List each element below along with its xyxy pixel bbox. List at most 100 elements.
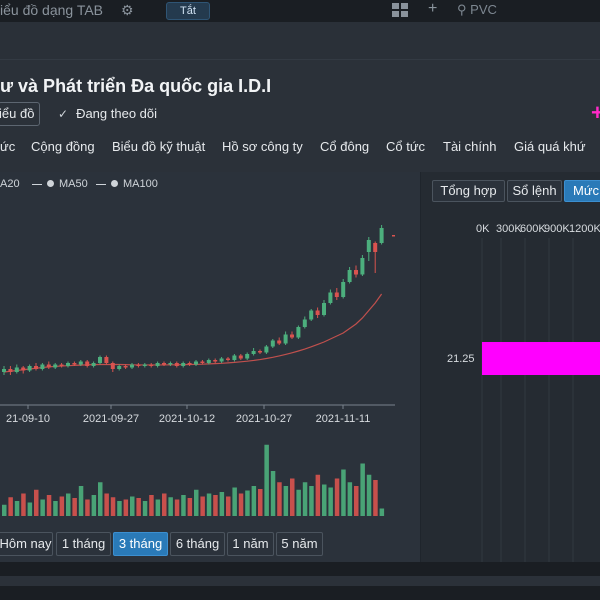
depth-x-label: 1200K [569,223,600,235]
candle-body [213,360,218,362]
candle-body [59,364,64,366]
volume-bar [347,482,353,516]
candle-body [354,270,358,275]
candle-body [136,364,141,366]
volume-bar [162,493,167,516]
legend-ma20: A20 [0,178,20,190]
volume-bar [40,499,45,516]
candle-body [91,363,96,366]
volume-bar [213,495,218,516]
add-watchlist-icon[interactable]: + [591,100,600,125]
toggle-off-button[interactable]: Tắt [166,2,210,20]
legend-dot-icon [47,180,54,188]
candle-body [232,355,237,360]
candle-body [200,361,205,363]
volume-bar [91,495,97,516]
search-input[interactable]: ⚲ PVC [457,2,600,20]
volume-bar [354,486,359,516]
candle-body [78,361,83,365]
candle-body [187,363,192,365]
volume-bar [78,486,84,516]
tab-dividends[interactable]: Cổ tức [386,139,426,154]
volume-bar [104,493,109,516]
tab-order-book[interactable]: Sổ lệnh [507,180,562,202]
add-icon[interactable]: + [428,0,438,17]
candle-body [46,364,51,368]
chart-button[interactable]: iểu đồ [0,102,40,126]
candle-body [373,243,378,252]
chart-tab-mode-label[interactable]: iểu đồ dạng TAB [0,2,104,18]
follow-toggle[interactable]: ✓ Đang theo dõi [58,106,157,121]
depth-x-label: 600K [520,223,546,235]
volume-bar [360,463,365,516]
gear-icon[interactable]: ⚙ [121,2,134,18]
volume-bar [2,504,7,516]
x-tick-label: 2021-09-27 [83,413,139,425]
candle-body [290,334,294,338]
candle-body [347,270,352,282]
x-tick-label: 21-09-10 [6,413,50,425]
volume-bar [232,487,237,516]
grid-icon[interactable] [392,3,408,17]
candle-body [322,303,326,315]
candle-body [27,366,32,371]
candle-body [296,327,301,338]
candle-body [130,364,134,368]
candle-body [142,364,147,366]
candle-body [238,355,243,359]
candle-body [251,351,256,354]
volume-bar [142,501,148,516]
candle-body [155,363,160,366]
tab-dividends-partial[interactable]: ức [0,139,16,154]
candle-body [149,364,154,366]
candle-body [264,346,269,353]
volume-bar [366,474,372,516]
check-icon: ✓ [58,107,69,121]
follow-label: Đang theo dõi [76,106,158,121]
candle-body [328,292,333,303]
volume-bar [309,486,314,516]
depth-x-label: 900K [544,223,570,235]
candle-body [360,258,365,275]
volume-bar [168,497,173,516]
volume-bar [46,495,52,516]
volume-bar [379,508,385,516]
period-today[interactable]: Hôm nay [0,532,53,556]
candle-body [270,340,275,347]
candle-body [194,361,198,365]
candle-body [66,363,70,366]
x-tick-label: 2021-10-12 [159,413,215,425]
volume-bar [283,486,289,516]
depth-bar [482,342,600,375]
tab-summary[interactable]: Tổng hợp [432,180,505,202]
volume-bar [373,480,378,516]
tab-community[interactable]: Cộng đồng [31,139,95,154]
period-5y[interactable]: 5 năm [276,532,323,556]
tab-financials[interactable]: Tài chính [443,139,497,154]
volume-bar [85,499,90,516]
candle-body [277,340,282,344]
candle-body [366,240,371,252]
volume-bar [123,499,129,516]
company-header [0,60,600,172]
period-6m[interactable]: 6 tháng [170,532,225,556]
tab-price-level[interactable]: Mức [564,180,600,202]
volume-bar [226,496,231,516]
period-1m[interactable]: 1 tháng [56,532,111,556]
period-3m[interactable]: 3 tháng [113,532,168,556]
tab-technical-chart[interactable]: Biểu đồ kỹ thuật [112,139,206,154]
tab-company-profile[interactable]: Hồ sơ công ty [222,139,303,154]
tab-shareholders[interactable]: Cổ đông [320,139,370,154]
tab-price-history[interactable]: Giá quá khứ [514,139,586,154]
volume-bar [136,498,141,516]
price-chart[interactable]: 21-09-10 2021-09-27 2021-10-12 2021-10-27 20… [0,172,420,522]
volume-bar [21,493,26,516]
volume-bar [200,496,205,516]
candle-body [341,282,346,297]
last-price-marker [392,235,395,237]
volume-bar [53,501,58,516]
period-1y[interactable]: 1 năm [227,532,274,556]
candle-body [245,354,250,359]
volume-bar [328,487,333,516]
